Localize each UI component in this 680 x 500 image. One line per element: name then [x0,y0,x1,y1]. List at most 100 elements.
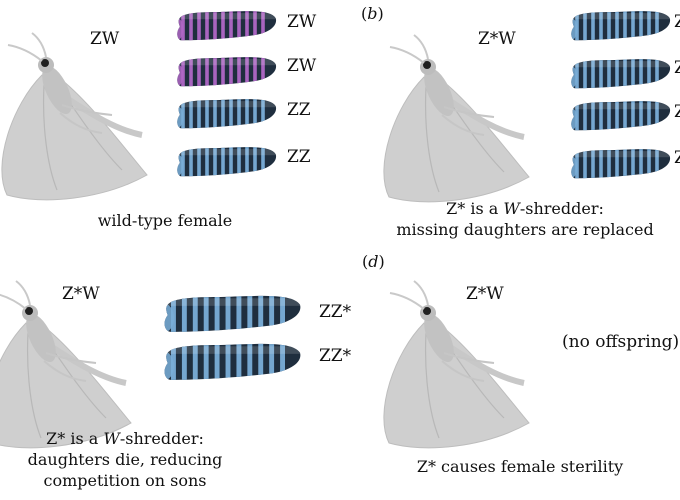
larva-body [177,147,277,177]
larva-stripe [599,11,603,41]
larva-stripe [623,149,627,179]
larva-stripe [591,101,595,131]
larva-stripe [607,59,611,89]
larva [562,8,672,42]
larva-stripe [655,59,659,89]
panel-a-caption: wild-type female [97,211,233,230]
larva-body [177,99,277,129]
larva [562,56,672,90]
larva-head [177,105,184,129]
larva-stripe [205,147,209,177]
larva-stripe [655,11,659,41]
larva-stripe [221,147,225,177]
larva-stripe [280,343,285,380]
larva-stripe [205,99,209,129]
offspring-genotype-label: Z [674,58,680,78]
larva-head [177,153,184,177]
larva-stripe [253,99,257,129]
larva-stripe [229,99,233,129]
larva-stripe [245,99,249,129]
larva-stripe [192,343,198,380]
larva-stripe [221,11,225,41]
panel-letter: (d) [362,252,385,271]
larva-stripe [583,59,587,89]
larva-stripe [591,59,595,89]
larva-stripe [583,11,587,41]
larva [168,96,278,130]
larva-stripe [203,343,209,380]
larva-stripe [189,147,193,177]
larva-stripe [631,149,635,179]
larva-stripe [258,295,264,332]
larva-stripe [591,149,595,179]
larva-stripe [269,343,275,380]
larva-stripe [237,11,241,41]
larva-stripe [253,57,257,87]
offspring-genotype-label: ZW [287,56,317,76]
larva-stripe [197,147,201,177]
larva-stripe [245,147,249,177]
larva-stripe [197,57,201,87]
offspring-genotype-label: ZZ [287,100,311,120]
larva-head [177,17,184,41]
offspring-genotype-label: ZW [287,12,317,32]
larva-body [177,57,277,87]
larva-stripe [205,11,209,41]
larva-stripe [197,99,201,129]
larva-head [571,155,578,179]
larva-stripe [192,295,198,332]
larva-stripe [599,59,603,89]
moth-icon [0,278,146,453]
panel-letter: (b) [361,4,384,23]
offspring-genotype-label: Z [674,12,680,32]
larva-stripe [229,57,233,87]
larva-body [571,11,671,41]
larva-stripe [639,59,643,89]
larva-stripe [615,149,619,179]
larva-stripe [203,295,209,332]
larva [562,146,672,180]
larva-stripe [583,101,587,131]
larva-stripe [221,57,225,87]
larva-stripe [607,11,611,41]
larva-stripe [280,295,285,332]
larva-stripe [639,101,643,131]
larva-head [571,65,578,89]
parent-genotype-label: Z*W [466,284,504,304]
larva-body [177,11,277,41]
larva-stripe [253,147,257,177]
larva-stripe [647,11,651,41]
larva-stripe [631,11,635,41]
larva-stripe [214,295,220,332]
larva-stripe [237,57,241,87]
larva-body [164,295,301,332]
larva-stripe [599,101,603,131]
larva [168,54,278,88]
larva-stripe [221,99,225,129]
larva-stripe [181,295,187,332]
larva-stripe [623,101,627,131]
larva-head [571,17,578,41]
larva-stripe [247,343,253,380]
larva [168,8,278,42]
parent-genotype-label: ZW [90,29,120,49]
larva-stripe [229,11,233,41]
moth-icon [2,30,162,205]
larva-stripe [647,101,651,131]
larva-stripe [213,147,217,177]
larva-head [164,303,174,332]
larva-stripe [647,59,651,89]
larva-stripe [261,11,265,41]
larva-stripe [245,57,249,87]
panel-c-caption: Z* is a W-shredder: daughters die, reduc… [27,429,223,490]
larva-stripe [181,343,187,380]
larva-stripe [639,11,643,41]
larva-stripe [189,57,193,87]
larva-stripe [214,343,220,380]
larva [562,98,672,132]
larva-stripe [229,147,233,177]
larva-stripe [189,11,193,41]
larva-stripe [623,11,627,41]
larva-stripe [631,101,635,131]
offspring-genotype-label: ZZ* [319,346,352,366]
